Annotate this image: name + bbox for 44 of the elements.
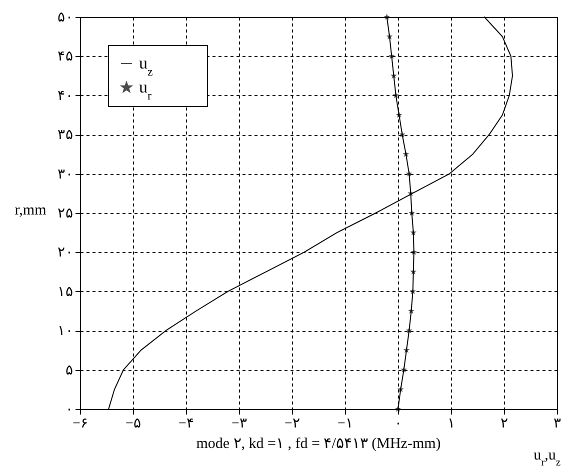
x-tick-label: −۱ — [338, 416, 354, 432]
legend-label: u$_{r}$ — [139, 78, 152, 102]
text: mode ۲, kd =۱ , fd = ۴/۵۴۱۳ (MHz-mm) — [196, 436, 441, 452]
legend-label: u$_{z}$ — [139, 54, 153, 78]
point — [410, 268, 417, 275]
y-tick-label: ۱۵ — [58, 284, 74, 300]
point — [396, 112, 402, 118]
x-tick-label: ۰ — [394, 416, 402, 432]
x-tick-label: −۲ — [284, 416, 300, 432]
point — [397, 386, 404, 392]
y-tick-label: ۵۰ — [58, 10, 74, 26]
point — [388, 52, 395, 59]
point — [384, 14, 390, 20]
y-tick-label: ۰ — [66, 402, 74, 418]
x-tick-label: −۵ — [126, 416, 142, 432]
y-tick-label: ۴۵ — [58, 50, 74, 65]
y-tick-label: ۲۵ — [58, 206, 74, 222]
y-tick-label: ۳۰ — [58, 167, 74, 182]
point — [410, 288, 416, 294]
point — [410, 229, 417, 236]
point — [399, 131, 406, 138]
x-tick-label: ۳ — [554, 416, 562, 432]
point — [406, 327, 412, 334]
point — [390, 72, 397, 79]
y-tick-label: ۱۰ — [58, 324, 74, 340]
point — [394, 406, 402, 412]
x-tick-label: −۶ — [72, 416, 88, 432]
point — [400, 366, 408, 373]
point — [403, 346, 410, 353]
y-tick-label: ۵ — [66, 363, 74, 378]
y-tick-label: ۴۰ — [58, 88, 74, 104]
point — [406, 170, 412, 177]
point — [392, 92, 400, 98]
y-axis-title: r,mm — [14, 202, 47, 218]
x-tick-label: −۴ — [178, 416, 194, 432]
point — [402, 150, 410, 157]
point — [410, 248, 418, 255]
x-tick-label: ۱ — [448, 416, 456, 432]
y-tick-label: ۲۰ — [58, 246, 74, 261]
y-tick-label: ۳۵ — [58, 128, 74, 144]
x-axis-title: u$_{r}$,u$_{z}$ — [534, 448, 561, 468]
x-tick-label: ۲ — [500, 416, 508, 432]
x-tick-label: −۳ — [232, 416, 248, 432]
point — [386, 33, 393, 40]
